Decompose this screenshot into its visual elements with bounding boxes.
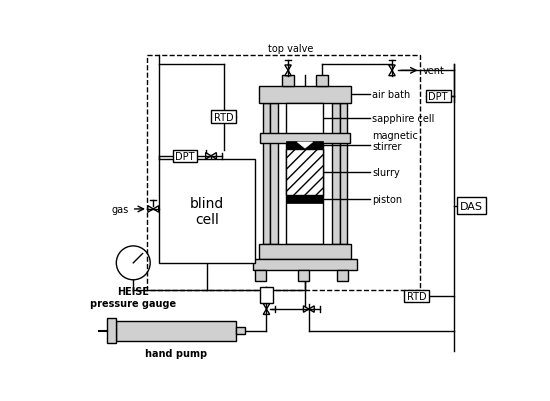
Bar [173, 150, 197, 162]
Bar [332, 103, 340, 244]
Text: hand pump: hand pump [145, 348, 207, 358]
Bar [282, 76, 294, 87]
Bar [255, 270, 266, 281]
Bar [287, 196, 323, 203]
Text: slurry: slurry [372, 168, 400, 178]
Polygon shape [309, 306, 314, 312]
Bar [456, 198, 486, 215]
Text: sapphire cell: sapphire cell [372, 114, 434, 124]
Bar [159, 160, 255, 263]
Text: magnetic
stirrer: magnetic stirrer [372, 130, 418, 152]
Bar [287, 150, 323, 196]
Polygon shape [263, 309, 270, 315]
Bar [117, 321, 236, 341]
Bar [147, 56, 421, 290]
Polygon shape [389, 71, 395, 77]
Text: RTD: RTD [213, 112, 233, 122]
Bar [271, 103, 278, 244]
Bar [107, 318, 117, 343]
Bar [337, 270, 348, 281]
Polygon shape [389, 66, 395, 71]
Text: DPT: DPT [428, 91, 448, 101]
Text: vent: vent [423, 66, 444, 76]
Bar [259, 244, 351, 259]
Bar [211, 111, 236, 124]
Bar [252, 259, 358, 270]
Polygon shape [304, 306, 309, 312]
Bar [236, 327, 245, 334]
Polygon shape [285, 66, 292, 71]
Bar [316, 76, 328, 87]
Text: gas: gas [112, 205, 129, 215]
Polygon shape [285, 71, 292, 77]
Text: air bath: air bath [372, 90, 410, 100]
Text: DAS: DAS [460, 201, 483, 211]
Text: top valve: top valve [268, 44, 313, 54]
Bar [259, 87, 351, 103]
Bar [260, 288, 273, 303]
Bar [260, 134, 350, 144]
Bar [263, 103, 271, 244]
Text: blind
cell: blind cell [190, 196, 224, 227]
Text: RTD: RTD [407, 291, 426, 301]
Text: piston: piston [372, 194, 402, 205]
Polygon shape [263, 304, 270, 309]
Polygon shape [153, 206, 159, 213]
Bar [287, 142, 323, 150]
Bar [404, 290, 429, 302]
Bar [340, 103, 348, 244]
Bar [426, 90, 450, 103]
Polygon shape [298, 143, 313, 149]
Bar [287, 103, 323, 244]
Polygon shape [148, 206, 153, 213]
Text: DPT: DPT [175, 152, 195, 162]
Bar [298, 270, 309, 281]
Polygon shape [211, 153, 217, 160]
Text: HEISE
pressure gauge: HEISE pressure gauge [90, 286, 177, 308]
Polygon shape [206, 153, 211, 160]
